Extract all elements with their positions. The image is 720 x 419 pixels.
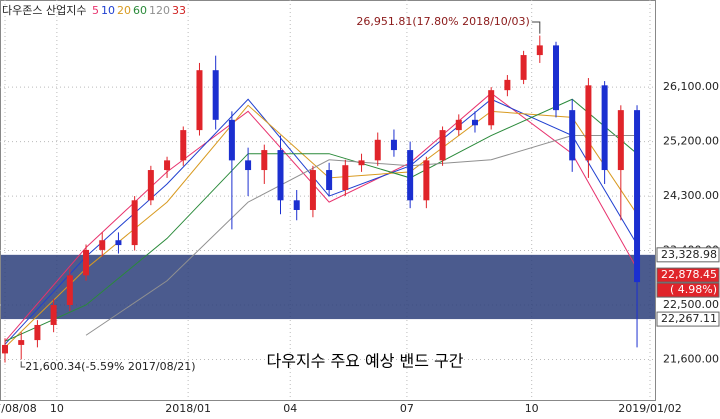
y-tick-label: 24,300.00 <box>663 189 719 202</box>
price-box <box>656 247 720 263</box>
candle-body <box>471 119 478 126</box>
candle-body <box>131 200 138 246</box>
candle-body <box>455 119 462 131</box>
candle-body <box>326 170 333 191</box>
candle-body <box>390 139 397 151</box>
price-label: 23,328.98 <box>661 248 717 261</box>
ma-line <box>85 135 638 336</box>
candle-body <box>488 90 495 126</box>
legend-entry: 33 <box>171 4 186 17</box>
price-box <box>656 311 720 327</box>
candle-body <box>261 150 268 171</box>
price-box <box>656 282 720 298</box>
candle-body <box>245 160 252 171</box>
candle-body <box>66 275 73 305</box>
chart-title: 다우존스 산업지수 <box>2 4 87 17</box>
ma-line <box>4 98 638 342</box>
candle-body <box>342 165 349 191</box>
candle-body <box>115 240 122 246</box>
price-label: 22,878.45 <box>661 268 717 281</box>
x-tick-label: 07 <box>400 402 414 415</box>
candle-body <box>228 119 235 161</box>
y-tick-label: 25,200.00 <box>663 135 719 148</box>
candle-body <box>147 170 154 201</box>
candle-body <box>18 340 25 345</box>
candle-body <box>374 139 381 161</box>
price-label: 22,267.11 <box>661 312 717 325</box>
x-tick-label: 2019/01/02 <box>618 402 681 415</box>
legend: 다우존스 산업지수 5 10 20 60 120 33 <box>2 2 188 18</box>
legend-entry: 60 <box>132 4 147 17</box>
candle-body <box>309 170 316 210</box>
candle-body <box>585 85 592 161</box>
candle-body <box>212 70 219 120</box>
annotation: 26,951.81(17.80% 2018/10/03) <box>356 15 529 28</box>
legend-entry: 20 <box>116 4 131 17</box>
x-tick-label: 10 <box>50 402 64 415</box>
candle-body <box>569 110 576 161</box>
candle-body <box>50 304 57 325</box>
candle-body <box>634 110 641 283</box>
candle-body <box>164 160 171 171</box>
candle-body <box>277 150 284 201</box>
candle-body <box>180 130 187 161</box>
candle-body <box>196 70 203 131</box>
price-box <box>656 267 720 283</box>
band <box>1 254 655 320</box>
legend-entry: 120 <box>148 4 170 17</box>
band-label: 다우지수 주요 예상 밴드 구간 <box>267 352 464 371</box>
candle-body <box>34 324 41 341</box>
legend-entry: 5 <box>91 4 99 17</box>
x-tick-label: 2017/08/08 <box>0 402 37 415</box>
annotation-arrow <box>20 361 26 368</box>
ma-line <box>4 98 638 345</box>
legend-entry: 10 <box>100 4 115 17</box>
candle-body <box>99 240 106 250</box>
candle-body <box>358 160 365 166</box>
y-tick-label: 26,100.00 <box>663 80 719 93</box>
ma-line <box>4 92 638 342</box>
candle-body <box>553 45 560 111</box>
candle-body <box>601 85 608 171</box>
candle-body <box>423 160 430 201</box>
x-tick-label: 10 <box>525 402 539 415</box>
candle-body <box>83 249 90 276</box>
x-tick-label: 04 <box>283 402 297 415</box>
candle-body <box>520 55 527 80</box>
candle-body <box>2 344 8 354</box>
price-change: ( 4.98%) <box>670 283 717 296</box>
candle-body <box>536 45 543 56</box>
annotation-arrow <box>531 21 541 34</box>
candle-body <box>504 79 511 91</box>
candle-body <box>293 200 300 210</box>
y-tick-label: 21,600.00 <box>663 352 719 365</box>
candle-body <box>617 110 624 171</box>
candle-body <box>407 150 414 201</box>
x-tick-label: 2018/01 <box>165 402 211 415</box>
y-tick-label: 22,500.00 <box>663 298 719 311</box>
annotation: 21,600.34(-5.59% 2017/08/21) <box>25 360 195 373</box>
candle-body <box>439 130 446 161</box>
